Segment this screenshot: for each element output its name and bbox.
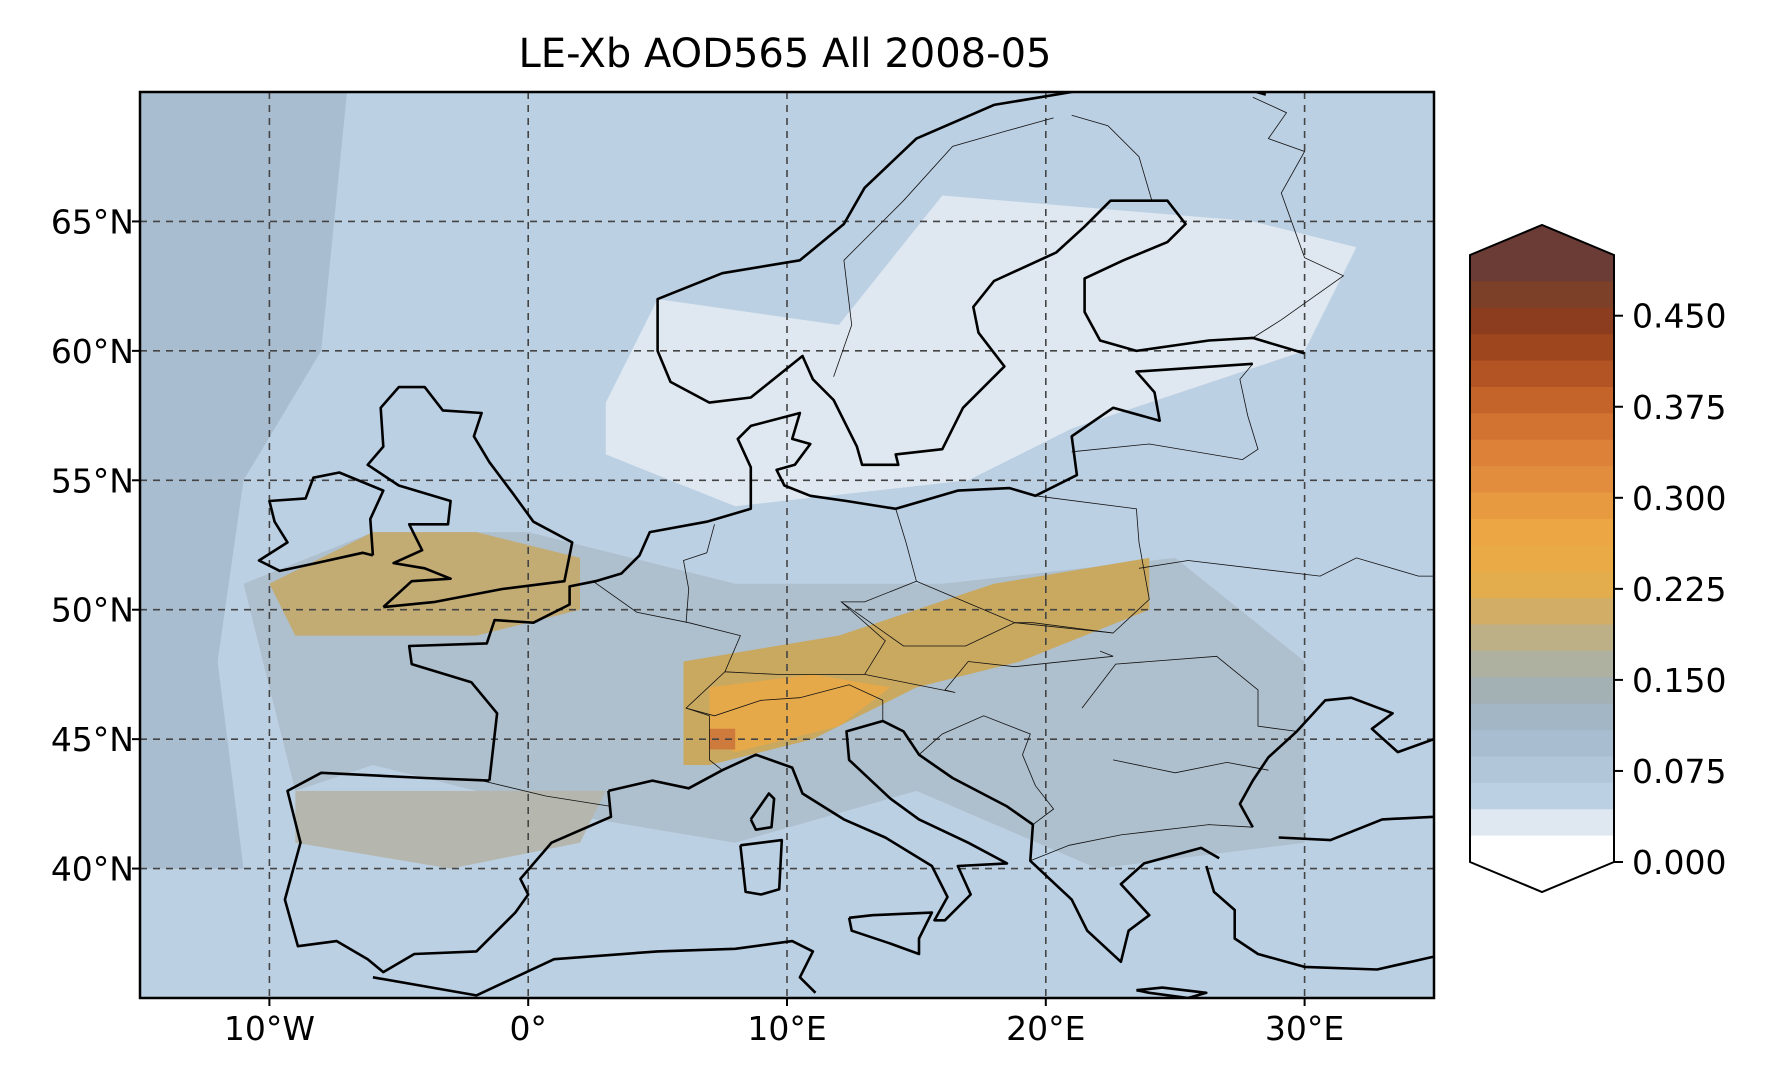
alpine-hotspot	[709, 728, 736, 750]
colorbar-tick-label: 0.375	[1632, 388, 1726, 427]
coastlines	[257, 92, 1434, 998]
colorbar-band	[1470, 518, 1614, 546]
lon-tick-label: 30°E	[1265, 1009, 1344, 1048]
gridlines	[140, 92, 1434, 998]
border-by-ua	[1138, 557, 1434, 577]
lat-tick-label: 50°N	[51, 591, 134, 630]
coast-turkey-north	[1278, 815, 1434, 842]
lon-tick-label: 0°	[509, 1009, 547, 1048]
coast-italy-sicily	[847, 911, 934, 956]
border-fr-es	[481, 780, 612, 807]
colorbar-band	[1470, 756, 1614, 784]
colorbar-band	[1470, 545, 1614, 573]
lat-tick-label: 60°N	[51, 332, 134, 371]
colorbar-band	[1470, 281, 1614, 309]
colorbar-tick-label: 0.300	[1632, 479, 1726, 518]
border-se-fi	[1071, 114, 1153, 201]
map-area	[140, 92, 1434, 998]
colorbar-over-extension	[1470, 225, 1614, 255]
colorbar-band	[1470, 492, 1614, 520]
border-balkans-1	[918, 715, 1055, 825]
colorbar-band	[1470, 466, 1614, 494]
border-at-hu	[864, 650, 1114, 693]
colorbar-band	[1470, 650, 1614, 678]
coast-britain-coast	[366, 385, 574, 609]
lat-tick-label: 55°N	[51, 461, 134, 500]
colorbar-band	[1470, 360, 1614, 388]
longitude-tick-labels: 10°W 0° 10°E 20°E 30°E	[224, 998, 1344, 1048]
lon-tick-label: 20°E	[1006, 1009, 1085, 1048]
border-cz-sk	[841, 601, 1114, 647]
colorbar-band	[1470, 307, 1614, 335]
border-ch-it	[685, 684, 884, 721]
colorbar-band	[1470, 677, 1614, 705]
coast-crete	[1136, 986, 1208, 998]
coast-bay-of-biscay	[407, 362, 1253, 781]
colorbar-tick-label: 0.000	[1632, 843, 1726, 882]
coast-iberia-coast	[283, 771, 613, 974]
colorbar-under-extension	[1470, 862, 1614, 892]
colorbar-band	[1470, 334, 1614, 362]
colorbar-tick-label: 0.150	[1632, 661, 1726, 700]
map-title: LE-Xb AOD565 All 2008-05	[519, 31, 1052, 77]
colorbar-band	[1470, 571, 1614, 599]
coast-france-coast	[608, 719, 1220, 964]
colorbar-tick-label: 0.075	[1632, 752, 1726, 791]
coast-corsica	[749, 792, 776, 832]
colorbar-band	[1470, 703, 1614, 731]
colorbar-tick-label: 0.450	[1632, 297, 1726, 336]
channel-plume	[269, 532, 580, 636]
colorbar-band	[1470, 835, 1614, 863]
colorbar-band	[1470, 624, 1614, 652]
alpine-core	[709, 674, 891, 753]
lat-tick-label: 40°N	[51, 850, 134, 889]
border-ro-border	[1081, 655, 1297, 732]
coast-north-africa	[372, 939, 817, 997]
border-no-se	[833, 117, 1054, 377]
coast-black-sea-west	[1238, 696, 1434, 828]
colorbar-band	[1470, 782, 1614, 810]
colorbar-band	[1470, 255, 1614, 282]
coast-ireland-coast	[257, 471, 385, 573]
lon-tick-label: 10°E	[747, 1009, 826, 1048]
scandinavia-low	[605, 195, 1357, 507]
border-fi-ru	[1252, 96, 1345, 339]
border-baltic-borders	[1071, 363, 1259, 461]
latitude-tick-labels: 65°N 60°N 55°N 50°N 45°N 40°N	[51, 202, 140, 889]
colorbar-band	[1470, 730, 1614, 758]
lat-tick-label: 65°N	[51, 202, 134, 241]
atlantic-west	[140, 92, 347, 869]
lat-tick-label: 45°N	[51, 720, 134, 759]
colorbar: 0.000 0.075 0.150 0.225 0.300 0.375 0.450	[1469, 223, 1726, 894]
colorbar-band	[1470, 439, 1614, 467]
colorbar-band	[1470, 413, 1614, 441]
colorbar-band	[1470, 386, 1614, 414]
country-borders	[481, 96, 1434, 862]
border-de-nl	[683, 524, 715, 623]
coast-scandinavia-coast	[656, 92, 1305, 467]
coast-sardinia	[739, 838, 784, 896]
coast-aegean-turkey	[1205, 865, 1434, 971]
colorbar-tick-label: 0.225	[1632, 570, 1726, 609]
colorbar-band	[1470, 598, 1614, 626]
border-balkans-2	[1030, 824, 1253, 862]
border-de-east	[724, 508, 917, 675]
colorbar-band	[1470, 809, 1614, 837]
lon-tick-label: 10°W	[224, 1009, 315, 1048]
border-ro-bg	[1113, 759, 1269, 774]
